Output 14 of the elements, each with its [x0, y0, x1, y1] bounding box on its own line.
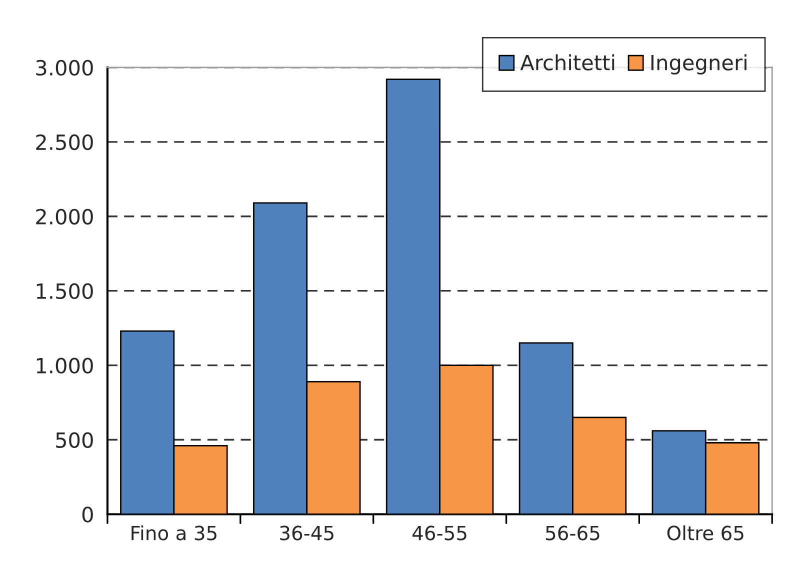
y-tick-label: 1.500 [36, 283, 93, 300]
y-tick-label: 0 [82, 506, 93, 522]
y-tick-label: 500 [56, 432, 93, 448]
y-tick-label: 3.000 [36, 60, 93, 76]
x-tick-label: 56-65 [546, 526, 600, 540]
legend-label: Ingegneri [651, 54, 746, 74]
y-tick-label: 2.500 [36, 134, 93, 150]
legend-label: Architetti [520, 54, 614, 70]
x-tick-label: 46-55 [412, 526, 466, 540]
x-tick-label: 36-45 [280, 526, 334, 540]
x-tick-label: Fino a 35 [132, 525, 216, 540]
y-tick-label: 2.000 [36, 208, 93, 225]
x-tick-label: Oltre 65 [667, 525, 744, 540]
y-tick-label: 1.000 [36, 358, 93, 374]
